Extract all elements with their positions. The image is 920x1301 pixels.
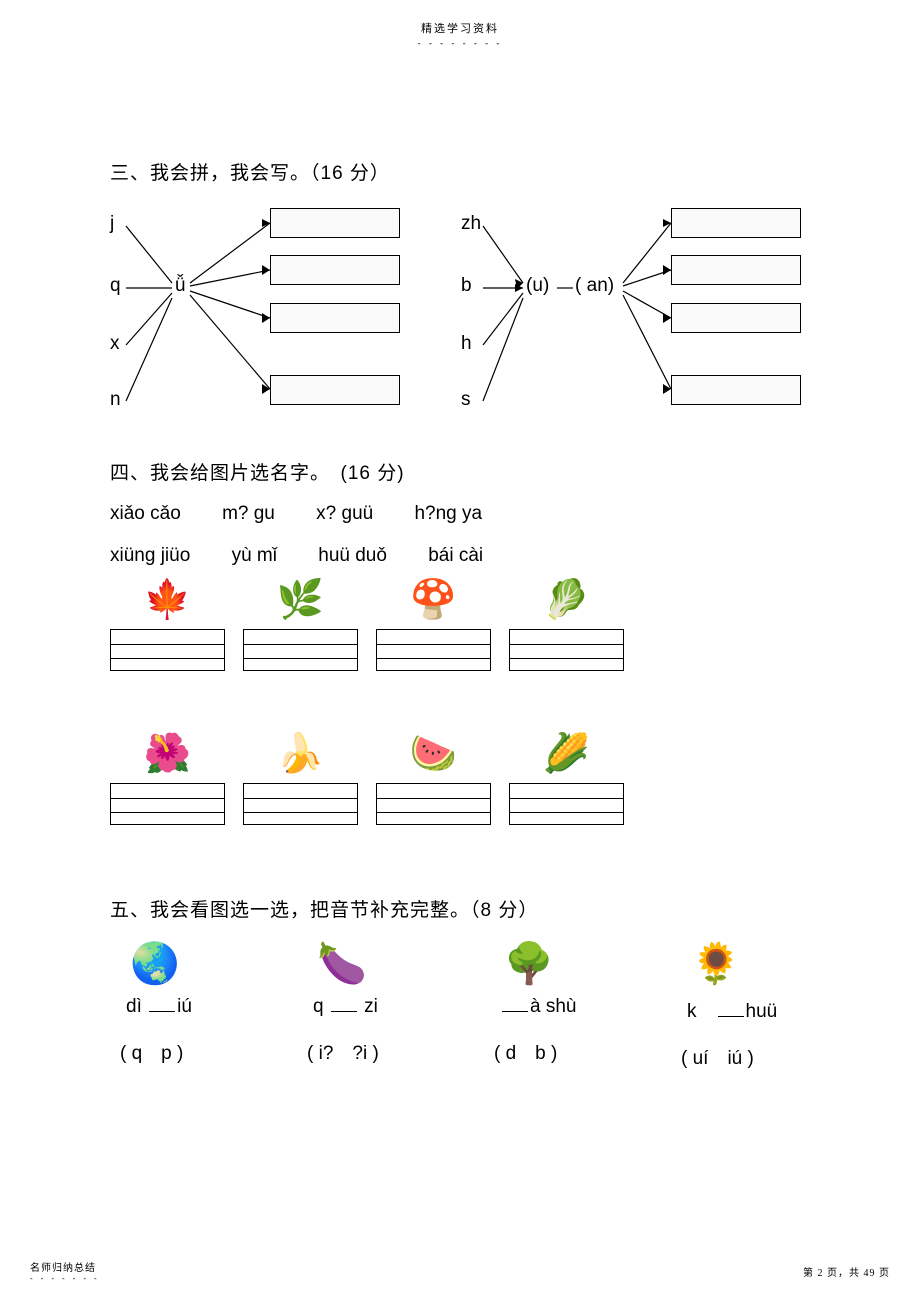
q3-title: 三、我会拼，我会写。（16 分） [110,158,810,185]
q4-w3: x? guü [316,503,373,525]
q3-right-s: s [461,389,471,411]
q5-p1-pre: dì [126,996,147,1017]
q4-w2: m? gu [222,503,275,525]
q5-p3-post: à shù [530,996,576,1017]
q3-left-box-2 [270,255,400,285]
leaf-icon: 🍁 [110,577,225,623]
q4-row2: 🌺 🍌 🍉 🌽 [110,731,810,825]
answer-box [243,783,358,825]
q4-w7: huü duǒ [318,545,387,567]
q3-left-box-1 [270,208,400,238]
q5-c2: 🍆 q zi ( i? ?i ) [297,940,436,1070]
q3-right-box-2 [671,255,801,285]
q5-title: 五、我会看图选一选，把音节补充完整。（8 分） [110,895,810,922]
q3-left-n: n [110,389,121,411]
cabbage-icon: 🥬 [509,577,624,623]
q5-pinyin-2: q zi [313,996,436,1018]
q4-r2-c2: 🍌 [243,731,358,825]
q4-words-2: xiüng jiüo yù mǐ huü duǒ bái cài [110,545,810,567]
q3-right-h: h [461,333,472,355]
q4-r1-c2: 🌿 [243,577,358,671]
q3-right-zh: zh [461,213,481,235]
eggplant-icon: 🍆 [317,940,436,990]
q4-words-1: xiǎo cǎo m? gu x? guü h?ng ya [110,503,810,525]
q5-pinyin-3: à shù [500,996,623,1018]
q4-r2-c3: 🍉 [376,731,491,825]
q4-w8: bái cài [428,545,483,567]
footer-left: 名师归纳总结 - - - - - - - [30,1259,100,1283]
q5-c4: 🌻 k huü ( uí iú ) [671,940,810,1070]
q4-r2-c4: 🌽 [509,731,624,825]
q3-right-box-4 [671,375,801,405]
page-body: 三、我会拼，我会写。（16 分） j q x n ǚ [0,48,920,1070]
q5-p4-pre: k [687,1001,716,1022]
q5-pinyin-1: dì iú [126,996,249,1018]
answer-box [509,783,624,825]
q5-c1: 🌏 dì iú ( q p ) [110,940,249,1070]
q3-left-mid: ǚ [175,275,186,297]
footer-left-text: 名师归纳总结 [30,1259,100,1274]
q3-right-diagram: zh b h s (u) ( an) [461,203,810,418]
sunflower-icon: 🌻 [691,940,810,990]
q3-right-b: b [461,275,472,297]
q3-left-box-4 [270,375,400,405]
q4-w4: h?ng ya [414,503,482,525]
q4-r2-c1: 🌺 [110,731,225,825]
q3-left-box-3 [270,303,400,333]
q5-opt-3: ( d b ) [494,1038,623,1065]
q5-p2-post: zi [359,996,378,1017]
q3-right-mid-u: (u) [526,275,549,297]
blank [718,1016,744,1017]
q5-p2-pre: q [313,996,329,1017]
header-title: 精选学习资料 [0,20,920,36]
flower-icon: 🌺 [110,731,225,777]
watermelon-icon: 🍉 [376,731,491,777]
answer-box [110,783,225,825]
answer-box [376,629,491,671]
mushroom-icon: 🍄 [376,577,491,623]
answer-box [243,629,358,671]
footer-left-dashes: - - - - - - - [30,1274,100,1283]
footer-right: 第 2 页，共 49 页 [803,1264,890,1279]
q3-left-x: x [110,333,120,355]
q3-left-diagram: j q x n ǚ [110,203,413,418]
answer-box [509,629,624,671]
q5-pinyin-4: k huü [687,996,810,1023]
q4-r1-c1: 🍁 [110,577,225,671]
q3-wrap: j q x n ǚ [110,203,810,418]
q5-opt-2: ( i? ?i ) [307,1038,436,1065]
q3-left-j: j [110,213,114,235]
answer-box [376,783,491,825]
q3-right-mid-an: ( an) [575,275,614,297]
q5-p1-post: iú [177,996,192,1017]
tree-icon: 🌳 [504,940,623,990]
earth-icon: 🌏 [130,940,249,990]
q3-right-box-1 [671,208,801,238]
q5-opt-1: ( q p ) [120,1038,249,1065]
top-header: 精选学习资料 - - - - - - - - [0,0,920,48]
corn-icon: 🌽 [509,731,624,777]
q5-opt-4: ( uí iú ) [681,1043,810,1070]
q4-w6: yù mǐ [232,545,277,567]
q3-left-q: q [110,275,121,297]
header-dashes: - - - - - - - - [0,38,920,48]
q5-p4-post: huü [746,1001,778,1022]
q5-c3: 🌳 à shù ( d b ) [484,940,623,1070]
q4-r1-c3: 🍄 [376,577,491,671]
answer-box [110,629,225,671]
q3-right-box-3 [671,303,801,333]
q4-w1: xiǎo cǎo [110,503,181,525]
q4-title: 四、我会给图片选名字。 (16 分) [110,458,810,485]
grass-icon: 🌿 [243,577,358,623]
q5-row: 🌏 dì iú ( q p ) 🍆 q zi ( i? ?i ) 🌳 à shù… [110,940,810,1070]
q4-w5: xiüng jiüo [110,545,190,567]
blank [331,1011,357,1012]
blank [502,1011,528,1012]
banana-icon: 🍌 [243,731,358,777]
q4-row1: 🍁 🌿 🍄 🥬 [110,577,810,671]
blank [149,1011,175,1012]
q4-r1-c4: 🥬 [509,577,624,671]
